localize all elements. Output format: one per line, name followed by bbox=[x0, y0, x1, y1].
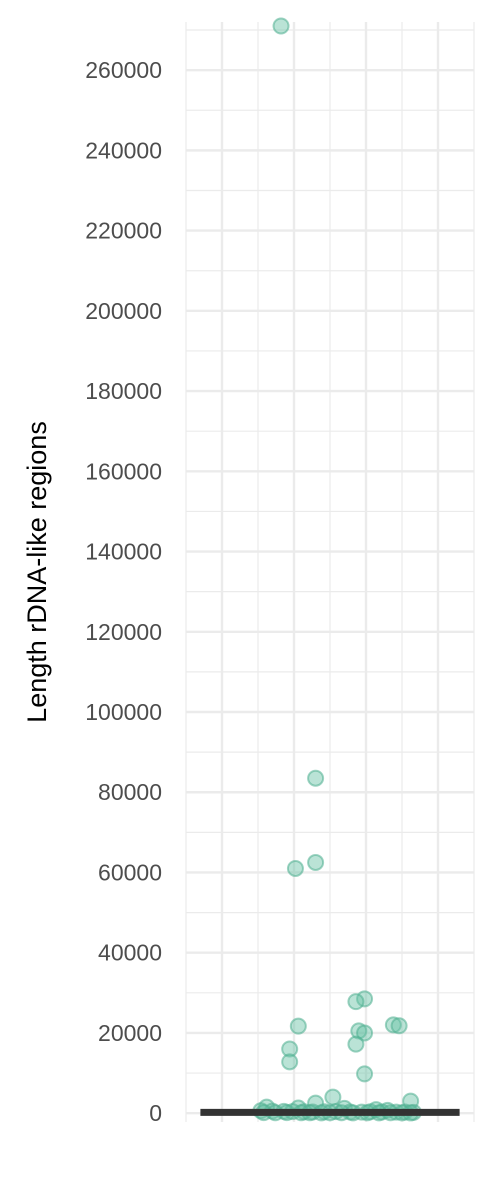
y-tick-label: 40000 bbox=[98, 940, 162, 966]
y-tick-label: 20000 bbox=[98, 1020, 162, 1046]
data-point bbox=[347, 993, 365, 1011]
y-axis-ticks: 0 20000 40000 60000 80000 100000 120000 140000 1… bbox=[85, 57, 162, 1126]
data-point bbox=[286, 859, 304, 877]
y-axis-title: Length rDNA-like regions bbox=[22, 421, 52, 723]
y-tick-label: 80000 bbox=[98, 779, 162, 805]
y-tick-label: 60000 bbox=[98, 859, 162, 885]
y-tick-label: 100000 bbox=[85, 699, 162, 725]
data-point bbox=[384, 1016, 402, 1034]
data-point bbox=[289, 1017, 307, 1035]
data-point bbox=[272, 17, 290, 35]
data-point bbox=[324, 1088, 342, 1106]
y-tick-label: 220000 bbox=[85, 218, 162, 244]
data-point bbox=[347, 1035, 365, 1053]
y-tick-label: 120000 bbox=[85, 619, 162, 645]
y-tick-label: 240000 bbox=[85, 137, 162, 163]
data-points bbox=[252, 17, 423, 1122]
data-point bbox=[356, 1065, 374, 1083]
data-point bbox=[281, 1040, 299, 1058]
y-tick-label: 140000 bbox=[85, 539, 162, 565]
data-point bbox=[390, 1017, 408, 1035]
data-point bbox=[281, 1053, 299, 1071]
y-tick-label: 260000 bbox=[85, 57, 162, 83]
y-tick-label: 180000 bbox=[85, 378, 162, 404]
grid bbox=[185, 22, 475, 1122]
data-point bbox=[356, 1024, 374, 1042]
y-tick-label: 0 bbox=[149, 1100, 162, 1126]
data-point bbox=[307, 769, 325, 787]
y-tick-label: 200000 bbox=[85, 298, 162, 324]
y-tick-label: 160000 bbox=[85, 458, 162, 484]
data-point bbox=[307, 853, 325, 871]
